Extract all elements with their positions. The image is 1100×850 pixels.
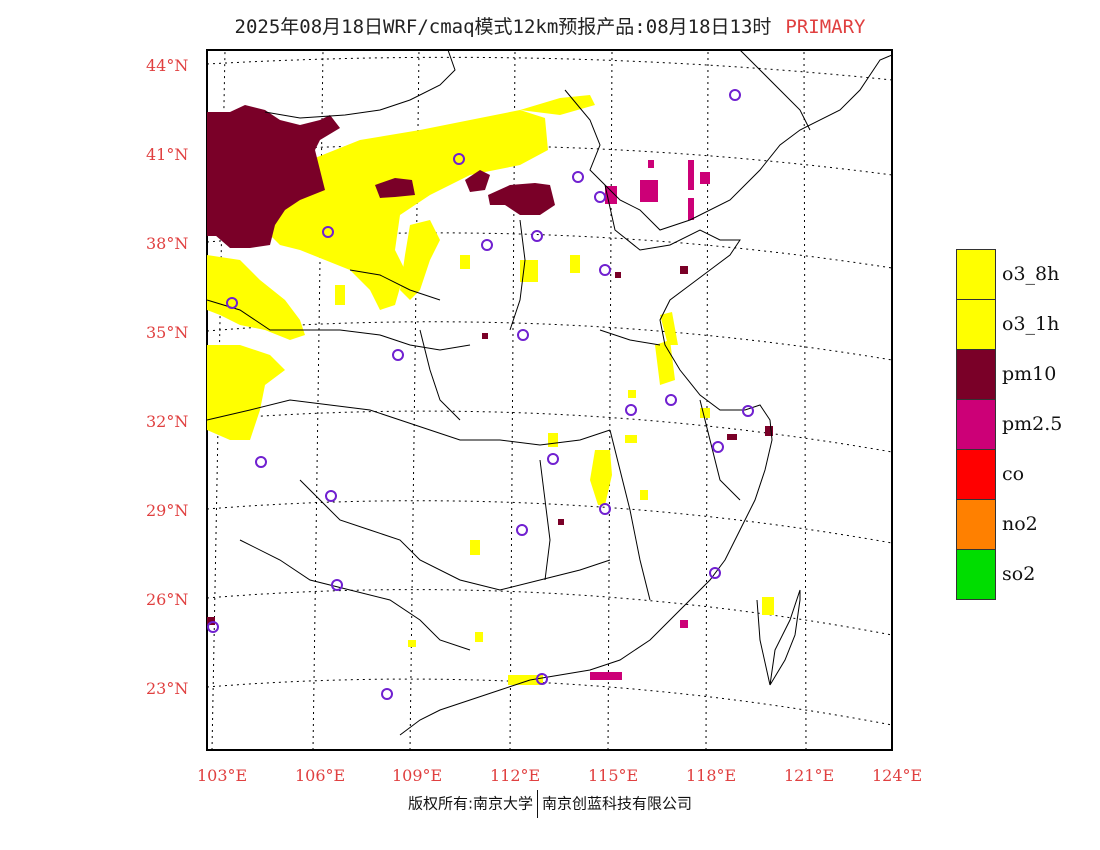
lat-label: 23°N <box>146 679 189 698</box>
legend-label: o3_8h <box>1002 263 1060 285</box>
legend-swatch <box>956 499 996 549</box>
footer-right: 南京创蓝科技有限公司 <box>542 794 693 813</box>
copyright-footer: 版权所有:南京大学 南京创蓝科技有限公司 <box>0 790 1100 818</box>
footer-left: 版权所有:南京大学 <box>407 794 534 813</box>
legend-label: pm10 <box>1002 363 1057 385</box>
lon-label: 103°E <box>197 766 248 785</box>
legend-swatch <box>956 349 996 399</box>
legend-swatch <box>956 249 996 299</box>
legend-label: co <box>1002 463 1025 485</box>
lat-label: 35°N <box>146 323 189 342</box>
lat-label: 32°N <box>146 412 189 431</box>
legend-swatch <box>956 299 996 349</box>
lat-label: 41°N <box>146 145 189 164</box>
lon-label: 124°E <box>872 766 923 785</box>
lat-label: 38°N <box>146 234 189 253</box>
legend-label: so2 <box>1002 563 1036 585</box>
boundary-lines <box>206 49 893 736</box>
legend-swatch <box>956 399 996 449</box>
lon-label: 118°E <box>686 766 737 785</box>
lat-label: 29°N <box>146 501 189 520</box>
title-main: 2025年08月18日WRF/cmaq模式12km预报产品:08月18日13时 <box>234 16 772 38</box>
pm25-areas <box>590 160 710 680</box>
legend-label: no2 <box>1002 513 1038 535</box>
lon-label: 106°E <box>295 766 346 785</box>
legend-swatch <box>956 549 996 600</box>
legend-label: pm2.5 <box>1002 413 1063 435</box>
lon-label: 121°E <box>784 766 835 785</box>
lon-label: 112°E <box>490 766 541 785</box>
footer-separator <box>537 790 539 818</box>
o3-areas <box>207 95 774 685</box>
pm10-areas <box>207 105 773 625</box>
lat-label: 26°N <box>146 590 189 609</box>
station-markers <box>207 89 754 700</box>
map-title: 2025年08月18日WRF/cmaq模式12km预报产品:08月18日13时 P… <box>0 12 1100 39</box>
lon-label: 115°E <box>588 766 639 785</box>
legend-label: o3_1h <box>1002 313 1060 335</box>
lat-label: 44°N <box>146 56 189 75</box>
title-tag: PRIMARY <box>785 16 866 38</box>
legend-swatch <box>956 449 996 499</box>
lon-label: 109°E <box>392 766 443 785</box>
